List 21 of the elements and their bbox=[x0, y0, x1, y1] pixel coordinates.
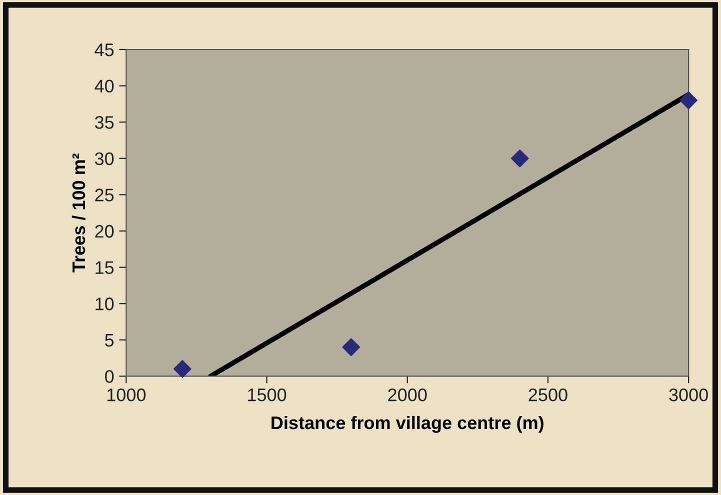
y-tick-label: 5 bbox=[105, 334, 114, 347]
y-tick-label: 10 bbox=[96, 298, 114, 310]
y-tick-label: 30 bbox=[94, 152, 114, 166]
point bbox=[510, 149, 529, 168]
point bbox=[174, 360, 192, 378]
x-tick-label: 2000 bbox=[388, 388, 427, 402]
y-tick-label: 0 bbox=[105, 370, 114, 383]
y-tick-label: 20 bbox=[95, 224, 114, 238]
y-tick-label: 40 bbox=[94, 80, 114, 93]
x-axis-title: Distance from village centre (m) bbox=[272, 416, 544, 433]
y-tick-label: 25 bbox=[95, 188, 114, 202]
x-tick-label: 2500 bbox=[528, 388, 568, 402]
y-axis-title: Trees / 100 m² bbox=[72, 154, 86, 272]
x-tick-label: 1000 bbox=[107, 388, 146, 402]
y-tick-label: 45 bbox=[94, 44, 114, 56]
y-tick-label: 15 bbox=[96, 261, 114, 274]
y-tick-label: 35 bbox=[94, 116, 114, 129]
x-tick-label: 3000 bbox=[669, 388, 708, 402]
point bbox=[342, 338, 360, 356]
point bbox=[680, 91, 698, 110]
x-tick-label: 1500 bbox=[248, 388, 286, 402]
